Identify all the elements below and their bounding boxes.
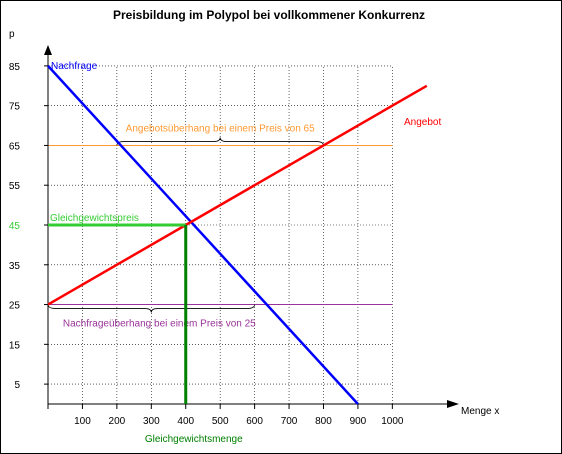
y-axis-arrow — [44, 45, 52, 55]
y-tick-label: 55 — [9, 181, 21, 192]
x-tick-label: 800 — [315, 416, 332, 427]
y-axis-label: p — [9, 29, 15, 40]
brace-demand-surplus — [47, 304, 256, 313]
y-tick-label: 5 — [14, 380, 20, 391]
x-tick-label: 600 — [246, 416, 263, 427]
x-tick-label: 900 — [350, 416, 367, 427]
chart-title: Preisbildung im Polypol bei vollkommener… — [113, 8, 425, 22]
supply-surplus-label: Angebotsüberhang bei einem Preis von 65 — [126, 123, 315, 134]
brace-supply-surplus — [116, 137, 324, 146]
y-tick-label: 65 — [9, 141, 21, 152]
x-tick-label: 500 — [212, 416, 229, 427]
y-tick-label: 45 — [9, 221, 21, 232]
series-line-1 — [47, 84, 428, 306]
x-tick-label: 100 — [74, 416, 91, 427]
y-tick-label: 35 — [9, 261, 21, 272]
equilibrium-quantity-label: Gleichgewichtsmenge — [145, 434, 243, 445]
series-label-nachfrage: Nachfrage — [51, 61, 98, 72]
y-tick-label: 25 — [9, 301, 21, 312]
series-label-angebot: Angebot — [404, 117, 441, 128]
x-axis-arrow — [447, 400, 459, 408]
equilibrium-price-label: Gleichgewichtspreis — [50, 213, 139, 224]
x-axis-label: Menge x — [461, 406, 499, 417]
x-tick-label: 700 — [281, 416, 298, 427]
x-tick-label: 200 — [109, 416, 126, 427]
series-line-0 — [47, 65, 359, 405]
y-tick-label: 75 — [9, 102, 21, 113]
y-tick-label: 15 — [9, 340, 21, 351]
x-tick-label: 1000 — [381, 416, 404, 427]
y-tick-label: 85 — [9, 62, 21, 73]
demand-surplus-label: Nachfrageüberhang bei einem Preis von 25 — [63, 319, 256, 330]
x-tick-label: 400 — [177, 416, 194, 427]
x-tick-label: 300 — [143, 416, 160, 427]
